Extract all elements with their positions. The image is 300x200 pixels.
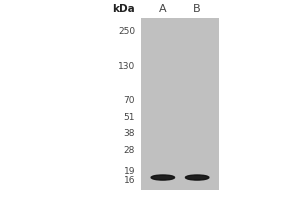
Text: 130: 130 xyxy=(118,62,135,71)
Text: 28: 28 xyxy=(124,146,135,155)
Text: 51: 51 xyxy=(124,113,135,122)
Text: kDa: kDa xyxy=(112,4,135,14)
Text: 19: 19 xyxy=(124,167,135,176)
Text: 70: 70 xyxy=(124,96,135,105)
Text: 250: 250 xyxy=(118,27,135,36)
Text: 38: 38 xyxy=(124,129,135,138)
Text: B: B xyxy=(193,4,201,14)
Ellipse shape xyxy=(151,175,175,180)
Text: 16: 16 xyxy=(124,176,135,185)
Text: A: A xyxy=(159,4,167,14)
Ellipse shape xyxy=(185,175,209,180)
